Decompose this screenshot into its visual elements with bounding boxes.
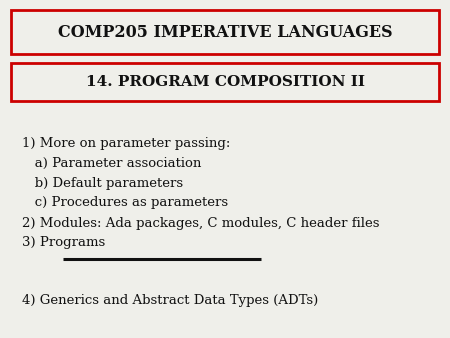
Text: 14. PROGRAM COMPOSITION II: 14. PROGRAM COMPOSITION II [86, 75, 365, 89]
Text: a) Parameter association: a) Parameter association [22, 158, 202, 170]
Text: 1) More on parameter passing:: 1) More on parameter passing: [22, 137, 231, 150]
Text: 2) Modules: Ada packages, C modules, C header files: 2) Modules: Ada packages, C modules, C h… [22, 217, 380, 230]
FancyBboxPatch shape [11, 10, 439, 54]
Text: c) Procedures as parameters: c) Procedures as parameters [22, 196, 229, 209]
Text: b) Default parameters: b) Default parameters [22, 177, 184, 190]
FancyBboxPatch shape [11, 63, 439, 101]
Text: 3) Programs: 3) Programs [22, 236, 106, 249]
Text: COMP205 IMPERATIVE LANGUAGES: COMP205 IMPERATIVE LANGUAGES [58, 24, 392, 41]
Text: 4) Generics and Abstract Data Types (ADTs): 4) Generics and Abstract Data Types (ADT… [22, 294, 319, 307]
